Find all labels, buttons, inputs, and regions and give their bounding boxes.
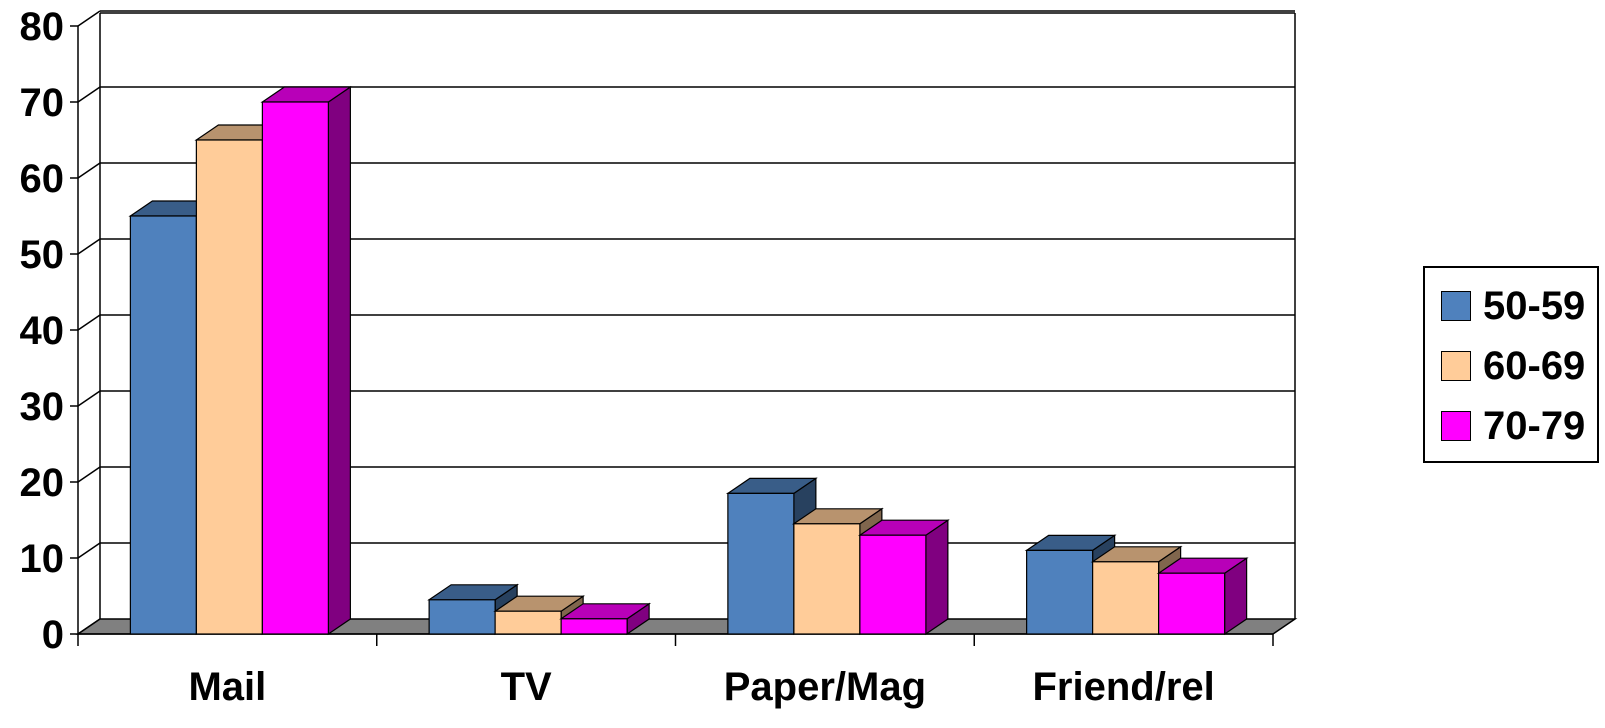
bar bbox=[262, 102, 328, 634]
bar bbox=[1093, 562, 1159, 634]
y-axis: 0 10 20 30 40 50 60 70 80 bbox=[20, 5, 79, 657]
legend-swatch-50-59 bbox=[1441, 291, 1471, 321]
legend-item-70-79: 70-79 bbox=[1441, 404, 1585, 448]
gridline-side bbox=[78, 163, 100, 178]
y-tick-label: 70 bbox=[20, 81, 65, 125]
bar bbox=[1159, 573, 1225, 634]
bar bbox=[1027, 550, 1093, 634]
gridline-side bbox=[78, 87, 100, 102]
gridline-side bbox=[78, 543, 100, 558]
bar bbox=[130, 216, 196, 634]
x-axis: Mail TV Paper/Mag Friend/rel bbox=[78, 634, 1273, 709]
legend-label-70-79: 70-79 bbox=[1483, 404, 1585, 449]
y-tick-label: 30 bbox=[20, 385, 65, 429]
gridline-side bbox=[78, 391, 100, 406]
x-category-label: TV bbox=[501, 665, 552, 709]
bar bbox=[561, 619, 627, 634]
legend-swatch-70-79 bbox=[1441, 411, 1471, 441]
y-tick-label: 10 bbox=[20, 537, 65, 581]
bar bbox=[728, 493, 794, 634]
x-category-label: Mail bbox=[188, 665, 266, 709]
x-category-label: Paper/Mag bbox=[724, 665, 926, 709]
gridline-side bbox=[78, 467, 100, 482]
bars bbox=[130, 87, 1246, 634]
y-tick-label: 0 bbox=[42, 613, 64, 657]
bar bbox=[794, 524, 860, 634]
bar-side bbox=[926, 520, 948, 634]
side-wall-edge bbox=[78, 13, 100, 634]
bar bbox=[429, 600, 495, 634]
bar bbox=[495, 611, 561, 634]
legend: 50-59 60-69 70-79 bbox=[1423, 266, 1599, 463]
y-tick-label: 50 bbox=[20, 233, 65, 277]
bar-side bbox=[328, 87, 350, 634]
bar bbox=[860, 535, 926, 634]
legend-label-60-69: 60-69 bbox=[1483, 344, 1585, 389]
gridline-side bbox=[78, 315, 100, 330]
y-tick-label: 40 bbox=[20, 309, 65, 353]
gridline-side bbox=[78, 239, 100, 254]
legend-label-50-59: 50-59 bbox=[1483, 284, 1585, 329]
x-category-label: Friend/rel bbox=[1032, 665, 1214, 709]
y-tick-label: 20 bbox=[20, 461, 65, 505]
legend-item-50-59: 50-59 bbox=[1441, 284, 1585, 328]
gridline-side bbox=[78, 11, 100, 26]
legend-swatch-60-69 bbox=[1441, 351, 1471, 381]
y-tick-label: 80 bbox=[20, 5, 65, 49]
y-tick-label: 60 bbox=[20, 157, 65, 201]
bar bbox=[196, 140, 262, 634]
legend-item-60-69: 60-69 bbox=[1441, 344, 1585, 388]
